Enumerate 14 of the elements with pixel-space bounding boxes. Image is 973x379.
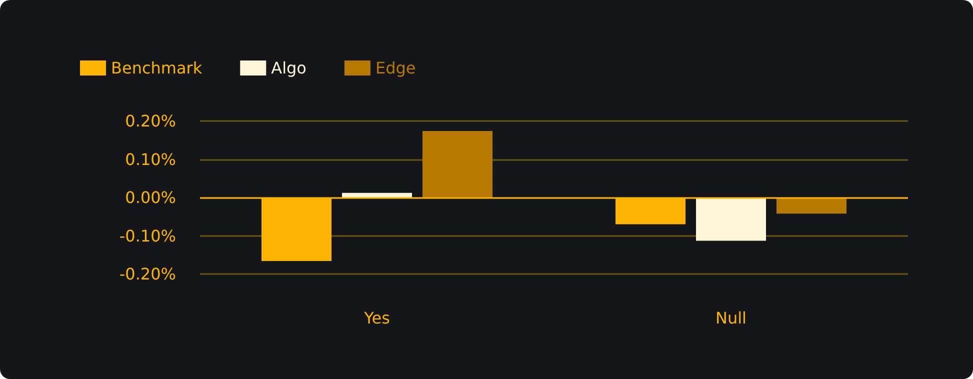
bar bbox=[342, 192, 412, 198]
x-tick-label: Yes bbox=[363, 308, 390, 328]
y-tick-label: 0.20% bbox=[125, 112, 176, 130]
y-tick-label: 0.10% bbox=[125, 150, 176, 169]
y-tick-label: -0.10% bbox=[119, 226, 176, 246]
legend-label: Edge bbox=[375, 58, 416, 78]
legend-label: Algo bbox=[271, 58, 306, 78]
y-tick-label: 0.00% bbox=[125, 188, 176, 207]
bar bbox=[696, 198, 766, 241]
bar bbox=[422, 130, 492, 198]
legend-label: Benchmark bbox=[111, 58, 203, 78]
bar bbox=[776, 198, 846, 214]
y-tick-label: -0.20% bbox=[119, 264, 176, 284]
x-tick-label: Null bbox=[716, 308, 746, 328]
